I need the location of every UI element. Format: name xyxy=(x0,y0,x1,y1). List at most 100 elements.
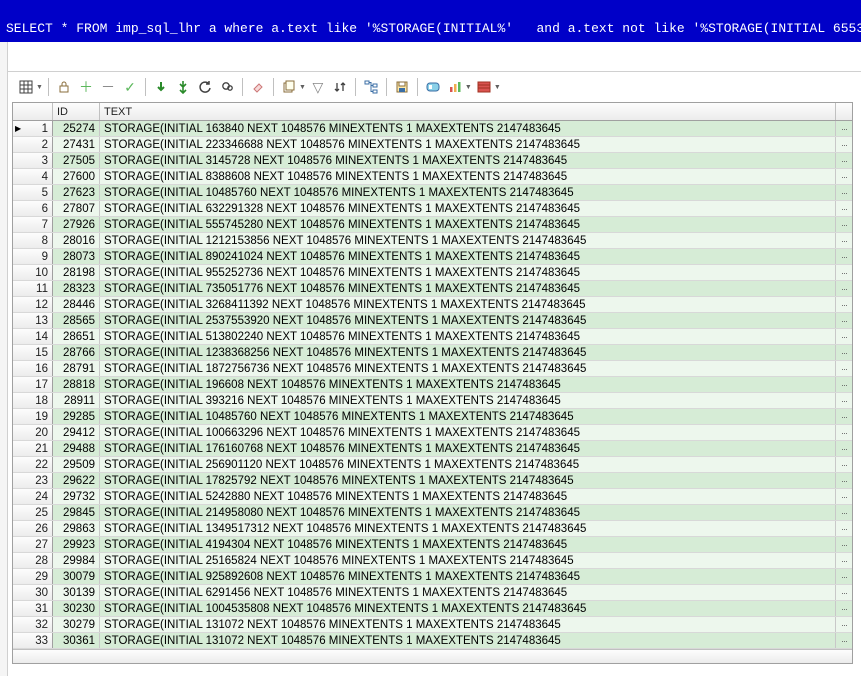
cell-editor-button[interactable]: ··· xyxy=(836,361,852,376)
cell-editor-button[interactable]: ··· xyxy=(836,601,852,616)
id-cell[interactable]: 29863 xyxy=(53,521,100,536)
row-number-cell[interactable]: 26 xyxy=(13,521,53,536)
table-row[interactable]: 2429732STORAGE(INITIAL 5242880 NEXT 1048… xyxy=(13,489,852,505)
row-number-cell[interactable]: 13 xyxy=(13,313,53,328)
cell-editor-button[interactable]: ··· xyxy=(836,153,852,168)
id-cell[interactable]: 29285 xyxy=(53,409,100,424)
text-cell[interactable]: STORAGE(INITIAL 1238368256 NEXT 1048576 … xyxy=(100,345,836,360)
table-row[interactable]: 1528766STORAGE(INITIAL 1238368256 NEXT 1… xyxy=(13,345,852,361)
view-mode-dropdown[interactable]: ▼ xyxy=(494,84,501,91)
id-cell[interactable]: 29622 xyxy=(53,473,100,488)
table-row[interactable]: 3030139STORAGE(INITIAL 6291456 NEXT 1048… xyxy=(13,585,852,601)
text-cell[interactable]: STORAGE(INITIAL 925892608 NEXT 1048576 M… xyxy=(100,569,836,584)
id-cell[interactable]: 25274 xyxy=(53,121,100,136)
view-mode-button[interactable] xyxy=(474,77,494,97)
row-number-cell[interactable]: 16 xyxy=(13,361,53,376)
row-number-cell[interactable]: 10 xyxy=(13,265,53,280)
table-row[interactable]: 2029412STORAGE(INITIAL 100663296 NEXT 10… xyxy=(13,425,852,441)
table-row[interactable]: 1828911STORAGE(INITIAL 393216 NEXT 10485… xyxy=(13,393,852,409)
id-cell[interactable]: 30230 xyxy=(53,601,100,616)
cell-editor-button[interactable]: ··· xyxy=(836,393,852,408)
table-row[interactable]: 2129488STORAGE(INITIAL 176160768 NEXT 10… xyxy=(13,441,852,457)
table-row[interactable]: 1929285STORAGE(INITIAL 10485760 NEXT 104… xyxy=(13,409,852,425)
row-number-cell[interactable]: 29 xyxy=(13,569,53,584)
id-cell[interactable]: 28818 xyxy=(53,377,100,392)
id-cell[interactable]: 28323 xyxy=(53,281,100,296)
id-cell[interactable]: 28016 xyxy=(53,233,100,248)
refresh-button[interactable] xyxy=(195,77,215,97)
text-cell[interactable]: STORAGE(INITIAL 890241024 NEXT 1048576 M… xyxy=(100,249,836,264)
row-number-cell[interactable]: 28 xyxy=(13,553,53,568)
text-cell[interactable]: STORAGE(INITIAL 223346688 NEXT 1048576 M… xyxy=(100,137,836,152)
cell-editor-button[interactable]: ··· xyxy=(836,409,852,424)
chart-dropdown[interactable]: ▼ xyxy=(465,84,472,91)
id-cell[interactable]: 29488 xyxy=(53,441,100,456)
text-cell[interactable]: STORAGE(INITIAL 10485760 NEXT 1048576 MI… xyxy=(100,185,836,200)
sort-button[interactable] xyxy=(330,77,350,97)
table-row[interactable]: 2930079STORAGE(INITIAL 925892608 NEXT 10… xyxy=(13,569,852,585)
cell-editor-button[interactable]: ··· xyxy=(836,249,852,264)
id-cell[interactable]: 27431 xyxy=(53,137,100,152)
id-cell[interactable]: 29732 xyxy=(53,489,100,504)
tree-view-button[interactable] xyxy=(361,77,381,97)
row-number-cell[interactable]: 20 xyxy=(13,425,53,440)
table-row[interactable]: 1428651STORAGE(INITIAL 513802240 NEXT 10… xyxy=(13,329,852,345)
table-row[interactable]: 3130230STORAGE(INITIAL 1004535808 NEXT 1… xyxy=(13,601,852,617)
row-number-cell[interactable]: 8 xyxy=(13,233,53,248)
chart-button[interactable] xyxy=(445,77,465,97)
id-cell[interactable]: 28073 xyxy=(53,249,100,264)
id-cell[interactable]: 28766 xyxy=(53,345,100,360)
fetch-next-button[interactable] xyxy=(151,77,171,97)
id-cell[interactable]: 30361 xyxy=(53,633,100,648)
table-row[interactable]: 2629863STORAGE(INITIAL 1349517312 NEXT 1… xyxy=(13,521,852,537)
table-row[interactable]: 1628791STORAGE(INITIAL 1872756736 NEXT 1… xyxy=(13,361,852,377)
table-row[interactable]: 727926STORAGE(INITIAL 555745280 NEXT 104… xyxy=(13,217,852,233)
row-number-cell[interactable]: 7 xyxy=(13,217,53,232)
table-row[interactable]: 2829984STORAGE(INITIAL 25165824 NEXT 104… xyxy=(13,553,852,569)
cell-editor-button[interactable]: ··· xyxy=(836,617,852,632)
text-cell[interactable]: STORAGE(INITIAL 100663296 NEXT 1048576 M… xyxy=(100,425,836,440)
row-number-cell[interactable]: 5 xyxy=(13,185,53,200)
eraser-button[interactable] xyxy=(248,77,268,97)
row-number-cell[interactable]: 18 xyxy=(13,393,53,408)
cell-editor-button[interactable]: ··· xyxy=(836,265,852,280)
text-cell[interactable]: STORAGE(INITIAL 393216 NEXT 1048576 MINE… xyxy=(100,393,836,408)
table-row[interactable]: 1728818STORAGE(INITIAL 196608 NEXT 10485… xyxy=(13,377,852,393)
grid-options-dropdown[interactable]: ▼ xyxy=(36,84,43,91)
text-cell[interactable]: STORAGE(INITIAL 5242880 NEXT 1048576 MIN… xyxy=(100,489,836,504)
id-cell[interactable]: 27926 xyxy=(53,217,100,232)
row-number-cell[interactable]: 25 xyxy=(13,505,53,520)
table-row[interactable]: 3230279STORAGE(INITIAL 131072 NEXT 10485… xyxy=(13,617,852,633)
copy-dropdown[interactable]: ▼ xyxy=(299,84,306,91)
text-cell[interactable]: STORAGE(INITIAL 555745280 NEXT 1048576 M… xyxy=(100,217,836,232)
cell-editor-button[interactable]: ··· xyxy=(836,521,852,536)
cell-editor-button[interactable]: ··· xyxy=(836,489,852,504)
fetch-all-button[interactable] xyxy=(173,77,193,97)
row-number-cell[interactable]: 31 xyxy=(13,601,53,616)
text-cell[interactable]: STORAGE(INITIAL 256901120 NEXT 1048576 M… xyxy=(100,457,836,472)
id-cell[interactable]: 28791 xyxy=(53,361,100,376)
text-cell[interactable]: STORAGE(INITIAL 1872756736 NEXT 1048576 … xyxy=(100,361,836,376)
row-number-cell[interactable]: 15 xyxy=(13,345,53,360)
delete-row-button[interactable]: － xyxy=(98,77,118,97)
text-cell[interactable]: STORAGE(INITIAL 1212153856 NEXT 1048576 … xyxy=(100,233,836,248)
cell-editor-button[interactable]: ··· xyxy=(836,425,852,440)
text-cell[interactable]: STORAGE(INITIAL 2537553920 NEXT 1048576 … xyxy=(100,313,836,328)
text-cell[interactable]: STORAGE(INITIAL 955252736 NEXT 1048576 M… xyxy=(100,265,836,280)
row-number-cell[interactable]: 23 xyxy=(13,473,53,488)
id-cell[interactable]: 29923 xyxy=(53,537,100,552)
cell-editor-button[interactable]: ··· xyxy=(836,377,852,392)
table-row[interactable]: 427600STORAGE(INITIAL 8388608 NEXT 10485… xyxy=(13,169,852,185)
grid-options-button[interactable] xyxy=(16,77,36,97)
id-cell[interactable]: 28911 xyxy=(53,393,100,408)
text-cell[interactable]: STORAGE(INITIAL 176160768 NEXT 1048576 M… xyxy=(100,441,836,456)
cell-editor-button[interactable]: ··· xyxy=(836,537,852,552)
id-cell[interactable]: 28565 xyxy=(53,313,100,328)
id-cell[interactable]: 27623 xyxy=(53,185,100,200)
cell-editor-button[interactable]: ··· xyxy=(836,569,852,584)
text-cell[interactable]: STORAGE(INITIAL 163840 NEXT 1048576 MINE… xyxy=(100,121,836,136)
row-number-cell[interactable]: 33 xyxy=(13,633,53,648)
row-number-cell[interactable]: 14 xyxy=(13,329,53,344)
text-cell[interactable]: STORAGE(INITIAL 632291328 NEXT 1048576 M… xyxy=(100,201,836,216)
row-number-cell[interactable]: 9 xyxy=(13,249,53,264)
